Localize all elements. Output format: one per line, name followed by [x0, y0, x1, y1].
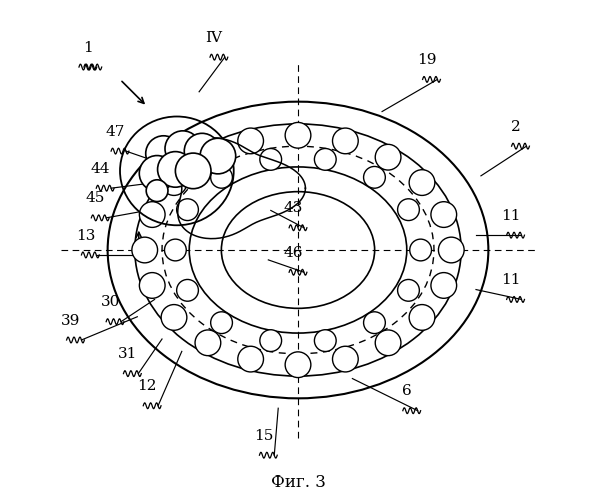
- Circle shape: [146, 180, 168, 202]
- Circle shape: [364, 312, 386, 334]
- Circle shape: [260, 148, 281, 171]
- Circle shape: [176, 280, 198, 301]
- Text: 46: 46: [283, 246, 303, 260]
- Circle shape: [398, 280, 420, 301]
- Text: IV: IV: [206, 31, 222, 45]
- Text: 30: 30: [100, 296, 120, 310]
- Circle shape: [285, 122, 311, 148]
- Text: 15: 15: [254, 429, 273, 443]
- Circle shape: [157, 152, 193, 187]
- Text: 11: 11: [501, 273, 520, 287]
- Circle shape: [409, 239, 432, 261]
- Circle shape: [238, 346, 263, 372]
- Circle shape: [161, 304, 187, 330]
- Circle shape: [431, 272, 457, 298]
- Text: 6: 6: [402, 384, 412, 398]
- Circle shape: [439, 237, 464, 263]
- Text: 12: 12: [138, 380, 157, 394]
- Circle shape: [165, 131, 201, 166]
- Circle shape: [333, 346, 358, 372]
- Circle shape: [145, 136, 181, 172]
- Circle shape: [315, 148, 336, 171]
- Text: Фиг. 3: Фиг. 3: [271, 474, 325, 491]
- Circle shape: [176, 199, 198, 220]
- Circle shape: [139, 156, 175, 191]
- Circle shape: [431, 202, 457, 228]
- Circle shape: [164, 239, 187, 261]
- Text: 31: 31: [118, 347, 137, 361]
- Text: 44: 44: [91, 162, 110, 176]
- Circle shape: [210, 166, 232, 188]
- Circle shape: [398, 199, 420, 220]
- Circle shape: [195, 144, 221, 170]
- Circle shape: [184, 134, 220, 169]
- Circle shape: [315, 330, 336, 351]
- Circle shape: [333, 128, 358, 154]
- Circle shape: [139, 272, 165, 298]
- Circle shape: [195, 330, 221, 355]
- Circle shape: [285, 352, 311, 378]
- Text: 47: 47: [105, 124, 125, 138]
- Text: 11: 11: [501, 209, 520, 223]
- Circle shape: [409, 170, 435, 196]
- Circle shape: [200, 138, 235, 174]
- Circle shape: [175, 153, 211, 188]
- Text: 39: 39: [61, 314, 80, 328]
- Text: 45: 45: [86, 192, 105, 205]
- Text: 13: 13: [76, 228, 95, 242]
- Text: 43: 43: [283, 202, 303, 215]
- Text: 1: 1: [83, 40, 93, 54]
- Text: 2: 2: [511, 120, 520, 134]
- Circle shape: [364, 166, 386, 188]
- Circle shape: [139, 202, 165, 228]
- Circle shape: [409, 304, 435, 330]
- Circle shape: [375, 330, 401, 355]
- Circle shape: [132, 237, 157, 263]
- Circle shape: [238, 128, 263, 154]
- Text: 19: 19: [417, 53, 436, 67]
- Circle shape: [260, 330, 281, 351]
- Circle shape: [375, 144, 401, 170]
- Circle shape: [161, 170, 187, 196]
- Circle shape: [210, 312, 232, 334]
